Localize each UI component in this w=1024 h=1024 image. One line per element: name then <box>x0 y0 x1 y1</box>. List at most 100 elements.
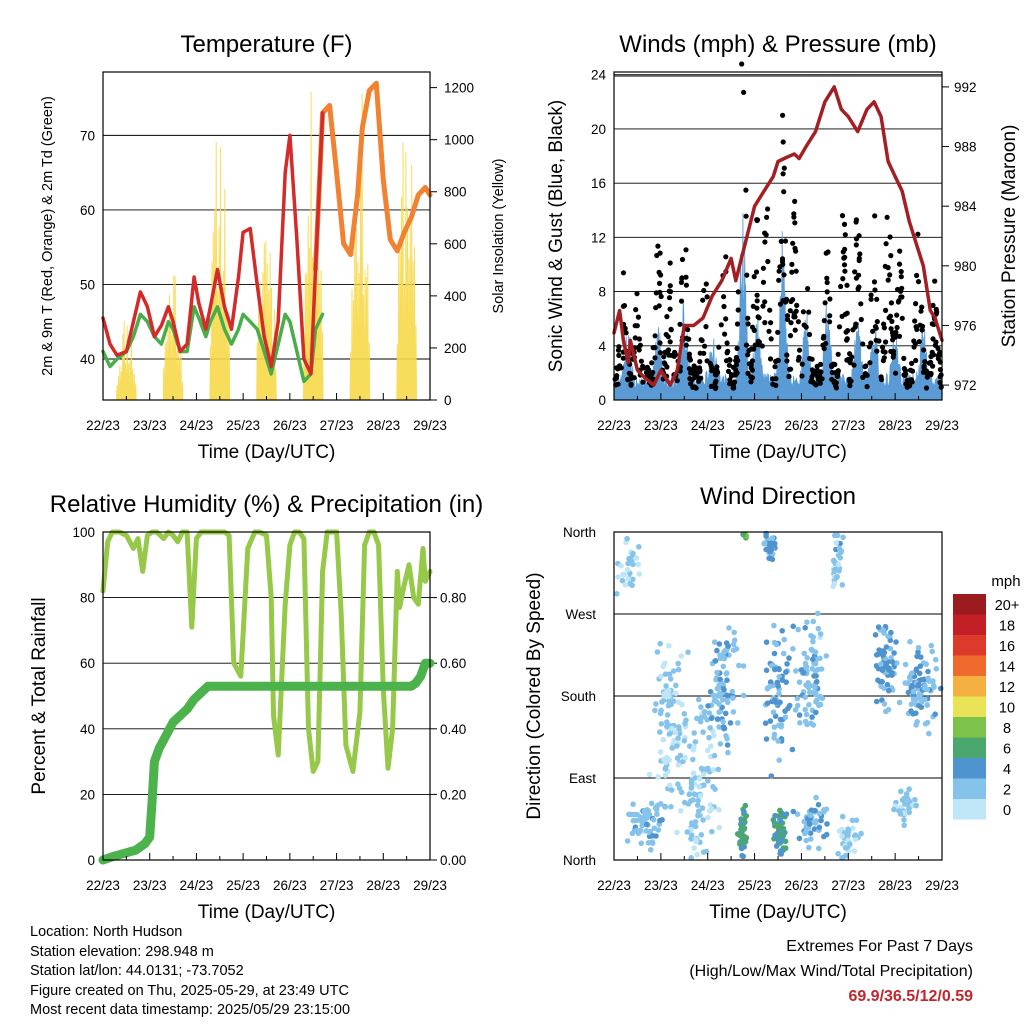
gust-point <box>888 300 895 306</box>
direction-point <box>708 806 715 812</box>
gust-point <box>787 333 794 339</box>
gust-point <box>661 354 667 360</box>
direction-point <box>907 638 913 645</box>
legend-swatch <box>953 635 986 656</box>
direction-point <box>685 649 691 655</box>
gust-point <box>649 360 655 366</box>
direction-point <box>777 851 783 857</box>
direction-point <box>883 708 889 715</box>
gust-point <box>898 269 904 275</box>
gust-point <box>697 369 703 375</box>
humidity-title: Relative Humidity (%) & Precipitation (i… <box>50 491 483 518</box>
gust-point <box>793 268 799 274</box>
direction-point <box>832 532 838 539</box>
direction-point <box>777 699 783 706</box>
direction-point <box>783 811 790 817</box>
gust-point <box>852 269 858 275</box>
winds-ytick-label: 16 <box>591 176 606 191</box>
winds-y2tick-label: 980 <box>954 259 977 274</box>
gust-point <box>824 289 830 295</box>
gust-point <box>904 380 910 386</box>
direction-point <box>918 654 924 660</box>
direction-point <box>858 830 864 837</box>
direction-point <box>880 652 886 659</box>
gust-point <box>620 355 626 361</box>
direction-point <box>720 718 726 725</box>
direction-point <box>670 698 677 704</box>
direction-point <box>796 835 803 842</box>
direction-point <box>767 718 774 724</box>
gust-point <box>840 276 846 282</box>
direction-point <box>873 663 880 669</box>
temperature-xtick-label: 29/23 <box>413 418 447 433</box>
gust-point <box>744 272 750 278</box>
gust-point <box>874 319 880 325</box>
direction-point <box>692 819 699 825</box>
direction-point <box>932 656 939 663</box>
direction-point <box>625 576 631 582</box>
gust-point <box>760 265 767 271</box>
direction-point <box>806 844 812 851</box>
direction-point <box>694 802 701 808</box>
winds-y2tick-label: 992 <box>954 80 977 95</box>
gust-point <box>844 282 850 288</box>
gust-point <box>835 351 841 357</box>
gust-point <box>770 376 776 382</box>
gust-point <box>655 243 661 249</box>
direction-point <box>692 739 699 745</box>
direction-point <box>741 844 747 850</box>
direction-point <box>721 655 728 662</box>
gust-point <box>938 384 944 390</box>
gust-point <box>735 289 741 295</box>
direction-point <box>918 677 925 683</box>
direction-point <box>675 781 681 787</box>
direction-point <box>810 656 816 663</box>
legend-swatch <box>953 737 986 758</box>
gust-point <box>721 303 727 310</box>
direction-point <box>666 671 673 677</box>
direction-point <box>725 699 731 706</box>
gust-point <box>743 187 749 193</box>
gust-point <box>858 301 864 307</box>
gust-point <box>856 272 862 278</box>
direction-point <box>730 695 736 701</box>
winds-ylabel: Sonic Wind & Gust (Blue, Black) <box>546 100 567 372</box>
gust-point <box>829 369 835 376</box>
gust-point <box>926 360 932 366</box>
gust-point <box>817 380 823 386</box>
direction-point <box>929 648 935 655</box>
pressure-series <box>612 85 944 387</box>
gust-point <box>760 303 766 309</box>
gust-point <box>686 336 692 342</box>
direction-point <box>883 644 890 650</box>
gust-point <box>762 239 768 245</box>
direction-point <box>913 666 920 672</box>
direction-point <box>908 701 915 707</box>
temperature-xtick-label: 28/23 <box>366 418 400 433</box>
gust-point <box>735 307 741 313</box>
gust-point <box>773 358 779 364</box>
gust-point <box>911 344 917 350</box>
temperature-ytick-label: 60 <box>80 203 95 218</box>
direction-point <box>696 783 702 790</box>
direction-point <box>775 738 781 744</box>
direction-point <box>813 709 819 716</box>
gust-point <box>614 373 620 379</box>
direction-point <box>681 738 688 744</box>
direction-point <box>740 663 747 669</box>
direction-point <box>657 640 663 647</box>
gust-point <box>665 334 671 340</box>
gust-point <box>753 269 760 275</box>
temperature-y2tick-label: 1000 <box>444 133 474 148</box>
humidity-ylabel: Percent & Total Rainfall <box>29 597 50 794</box>
gust-point <box>728 373 735 379</box>
direction-point <box>906 786 912 792</box>
direction-point <box>883 663 889 670</box>
direction-point <box>670 668 677 674</box>
gust-point <box>889 330 896 336</box>
direction-point <box>823 831 830 838</box>
direction-point <box>690 756 696 763</box>
direction-point <box>928 642 935 649</box>
direction-point <box>924 719 931 726</box>
direction-point <box>771 731 778 738</box>
